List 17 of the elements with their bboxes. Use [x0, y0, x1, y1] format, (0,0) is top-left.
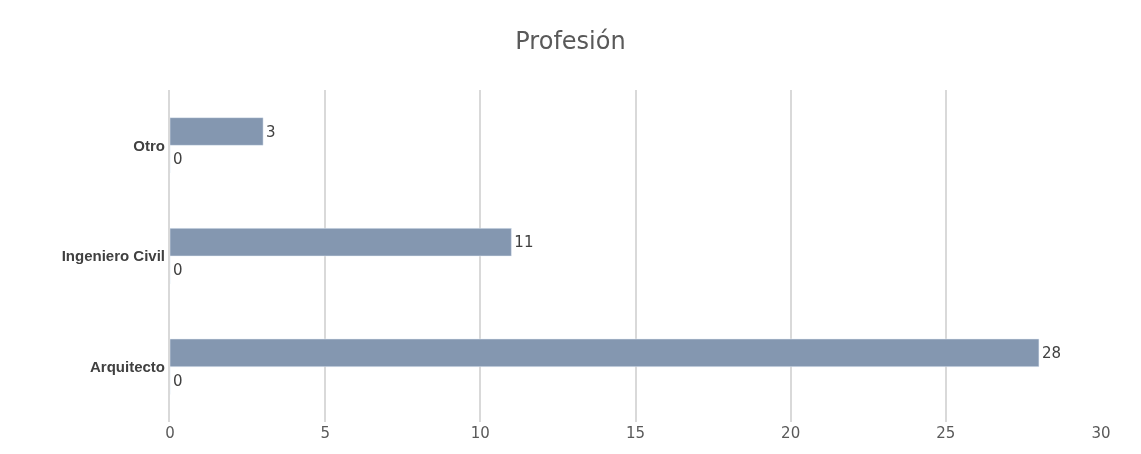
x-tick-label: 25 [936, 424, 956, 442]
data-label: 0 [173, 371, 183, 390]
data-label: 0 [173, 260, 183, 279]
data-label: 11 [514, 233, 534, 252]
x-tick-label: 0 [165, 424, 175, 442]
y-tick-label: Ingeniero Civil [61, 247, 165, 265]
x-tick-label: 15 [625, 424, 646, 442]
data-label: 3 [266, 122, 276, 141]
x-tick-label: 5 [320, 424, 330, 442]
chart-title: Profesión [515, 26, 626, 55]
x-tick-label: 10 [470, 424, 490, 442]
y-tick-label: Otro [133, 136, 165, 154]
data-label: 28 [1041, 343, 1062, 362]
x-tick-label: 20 [781, 424, 801, 442]
y-tick-label: Arquitecto [90, 357, 165, 375]
data-label: 0 [173, 150, 183, 169]
x-tick-label: 30 [1091, 424, 1111, 442]
